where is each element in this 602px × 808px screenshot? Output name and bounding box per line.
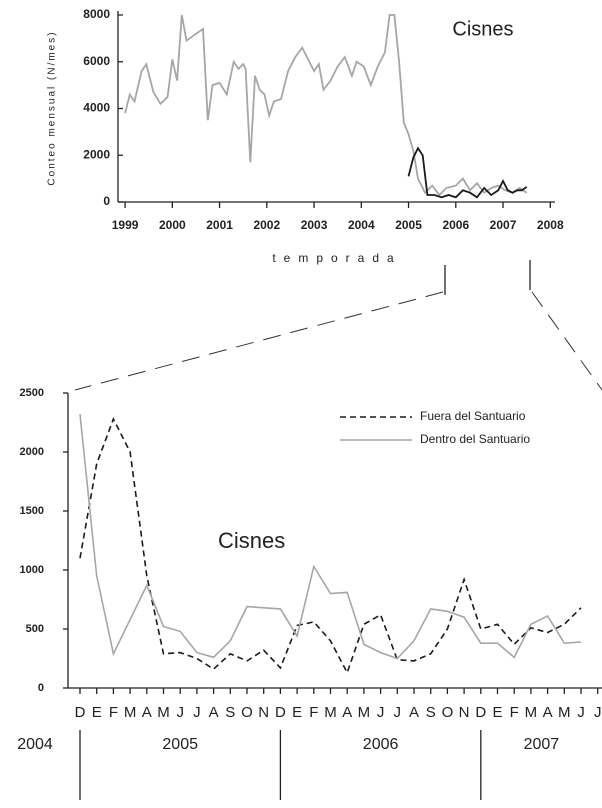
y-tick-label: 4000 — [83, 101, 110, 115]
year-label: 2004 — [17, 736, 53, 753]
x-tick-label: 2007 — [490, 218, 517, 232]
x-tick-label: M — [358, 704, 371, 721]
year-label: 2006 — [363, 736, 399, 753]
x-tick-label: M — [558, 704, 571, 721]
y-tick-label: 0 — [38, 682, 44, 694]
x-tick-label: S — [426, 704, 436, 721]
x-tick-label: 2006 — [442, 218, 469, 232]
x-tick-label: O — [241, 704, 253, 721]
y-tick-label: 8000 — [83, 7, 110, 21]
year-label: 2005 — [162, 736, 198, 753]
x-tick-label: M — [525, 704, 538, 721]
x-tick-label: 1999 — [112, 218, 139, 232]
series-line — [407, 146, 528, 199]
x-tick-label: J — [394, 704, 402, 721]
x-tick-label: D — [275, 704, 286, 721]
legend-label: Fuera del Santuario — [420, 409, 526, 423]
x-tick-label: J — [577, 704, 585, 721]
bottom-title: Cisnes — [218, 528, 285, 553]
x-tick-label: 2002 — [253, 218, 280, 232]
x-tick-label: F — [309, 704, 318, 721]
x-tick-label: A — [209, 704, 219, 721]
x-tick-label: 2008 — [537, 218, 564, 232]
y-tick-label: 2000 — [20, 446, 44, 458]
y-tick-label: 1500 — [20, 505, 44, 517]
x-tick-label: A — [409, 704, 419, 721]
x-tick-label: M — [324, 704, 337, 721]
y-axis-label: Conteo mensual (N/mes) — [47, 30, 58, 185]
x-tick-label: 2000 — [159, 218, 186, 232]
y-tick-label: 2000 — [83, 147, 110, 161]
legend-label: Dentro del Santuario — [420, 432, 530, 446]
x-tick-label: E — [492, 704, 502, 721]
x-tick-label: 2001 — [206, 218, 233, 232]
x-tick-label: N — [258, 704, 269, 721]
x-tick-label: A — [543, 704, 553, 721]
top-title: Cisnes — [452, 18, 513, 40]
x-tick-label: J — [594, 704, 602, 721]
x-tick-label: 2003 — [301, 218, 328, 232]
x-tick-label: N — [459, 704, 470, 721]
y-tick-label: 500 — [26, 623, 44, 635]
year-label: 2007 — [524, 736, 560, 753]
x-tick-label: J — [377, 704, 385, 721]
x-axis-label: temporada — [272, 251, 401, 265]
x-tick-label: F — [510, 704, 519, 721]
callout-line — [531, 291, 602, 391]
x-tick-label: F — [109, 704, 118, 721]
x-tick-label: S — [225, 704, 235, 721]
x-tick-label: J — [193, 704, 201, 721]
x-tick-label: 2004 — [348, 218, 375, 232]
y-tick-label: 2500 — [20, 387, 44, 399]
x-tick-label: A — [342, 704, 352, 721]
x-tick-label: J — [176, 704, 184, 721]
x-tick-label: O — [442, 704, 454, 721]
series-line — [79, 417, 582, 675]
x-tick-label: E — [292, 704, 302, 721]
x-tick-label: 2005 — [395, 218, 422, 232]
x-tick-label: D — [475, 704, 486, 721]
x-tick-label: M — [157, 704, 170, 721]
x-tick-label: D — [75, 704, 86, 721]
x-tick-label: M — [124, 704, 137, 721]
y-tick-label: 0 — [103, 194, 110, 208]
y-tick-label: 6000 — [83, 54, 110, 68]
x-tick-label: E — [92, 704, 102, 721]
callout-line — [74, 291, 444, 391]
series-line — [79, 414, 582, 660]
series-line — [124, 14, 528, 197]
y-tick-label: 1000 — [20, 564, 44, 576]
x-tick-label: A — [142, 704, 152, 721]
